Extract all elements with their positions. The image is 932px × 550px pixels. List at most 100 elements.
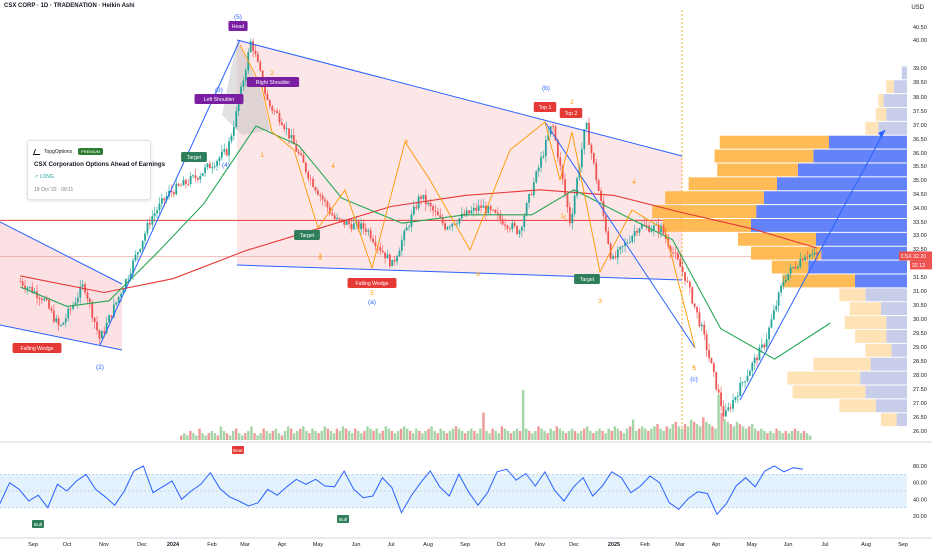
candle-up[interactable] — [165, 196, 168, 201]
candle-down[interactable] — [393, 259, 396, 262]
candle-up[interactable] — [532, 182, 535, 196]
candle-down[interactable] — [552, 126, 554, 127]
candle-up[interactable] — [700, 324, 703, 327]
candle-down[interactable] — [40, 299, 43, 301]
candle-up[interactable] — [410, 214, 413, 227]
candle-up[interactable] — [451, 223, 454, 227]
candle-down[interactable] — [729, 407, 732, 409]
candle-down[interactable] — [103, 331, 106, 334]
candle-down[interactable] — [309, 178, 312, 180]
candle-down[interactable] — [499, 214, 502, 220]
candle-up[interactable] — [571, 213, 574, 224]
candle-up[interactable] — [537, 167, 540, 172]
candle-down[interactable] — [292, 135, 295, 145]
candle-down[interactable] — [302, 155, 305, 163]
candle-up[interactable] — [151, 216, 154, 225]
candle-up[interactable] — [192, 175, 194, 177]
candle-down[interactable] — [379, 247, 382, 251]
candle-up[interactable] — [544, 140, 547, 156]
candle-down[interactable] — [304, 162, 307, 172]
candle-up[interactable] — [621, 245, 624, 247]
candle-down[interactable] — [364, 228, 367, 232]
candle-up[interactable] — [427, 202, 430, 205]
candle-down[interactable] — [705, 334, 708, 351]
trend-line-1[interactable] — [0, 221, 123, 285]
candle-down[interactable] — [326, 201, 329, 208]
ma-fast-line[interactable] — [20, 125, 831, 360]
candle-up[interactable] — [62, 322, 65, 325]
candle-down[interactable] — [717, 389, 720, 393]
candle-up[interactable] — [249, 41, 252, 53]
candle-up[interactable] — [638, 228, 641, 233]
candle-up[interactable] — [182, 179, 185, 186]
candle-up[interactable] — [446, 227, 449, 230]
candle-up[interactable] — [175, 183, 178, 195]
elliott-wave-path[interactable] — [239, 44, 696, 349]
candle-up[interactable] — [542, 155, 545, 158]
candle-up[interactable] — [789, 267, 792, 274]
candle-up[interactable] — [777, 292, 780, 306]
candle-down[interactable] — [48, 299, 50, 309]
candle-up[interactable] — [136, 252, 139, 255]
candle-down[interactable] — [504, 224, 506, 226]
pattern-label-box[interactable] — [574, 274, 600, 284]
candle-up[interactable] — [628, 241, 631, 243]
candle-down[interactable] — [328, 207, 331, 214]
candle-up[interactable] — [213, 166, 216, 168]
candle-up[interactable] — [540, 157, 542, 168]
candle-down[interactable] — [324, 199, 326, 202]
candle-down[interactable] — [657, 224, 660, 233]
candle-up[interactable] — [204, 167, 206, 174]
candle-down[interactable] — [561, 165, 564, 180]
candle-down[interactable] — [508, 228, 511, 230]
candle-down[interactable] — [763, 344, 766, 348]
candle-down[interactable] — [45, 298, 48, 300]
candle-up[interactable] — [736, 395, 739, 398]
candle-up[interactable] — [129, 273, 132, 279]
idea-publisher[interactable]: TopgOptions PREMIUM — [32, 148, 103, 155]
candle-up[interactable] — [220, 151, 223, 158]
trend-line-7[interactable] — [739, 129, 886, 401]
rsi-signal-box[interactable] — [232, 446, 244, 454]
candle-up[interactable] — [753, 357, 756, 364]
candle-up[interactable] — [120, 293, 122, 297]
candle-down[interactable] — [273, 110, 276, 112]
candle-down[interactable] — [338, 218, 341, 220]
candle-up[interactable] — [28, 286, 31, 288]
rsi-line[interactable] — [0, 465, 804, 516]
candle-down[interactable] — [480, 205, 482, 208]
candle-down[interactable] — [674, 252, 677, 254]
candle-up[interactable] — [81, 284, 84, 287]
candle-up[interactable] — [770, 319, 773, 328]
candle-down[interactable] — [225, 149, 228, 156]
idea-card[interactable]: TopgOptions PREMIUM CSX Corporation Opti… — [27, 140, 165, 200]
candle-down[interactable] — [316, 190, 319, 195]
candle-up[interactable] — [345, 221, 348, 225]
candle-down[interactable] — [715, 371, 718, 390]
candle-down[interactable] — [756, 357, 758, 361]
candle-down[interactable] — [348, 221, 350, 225]
candle-up[interactable] — [583, 129, 586, 150]
candle-up[interactable] — [772, 310, 775, 320]
candle-up[interactable] — [285, 128, 288, 130]
candle-down[interactable] — [722, 406, 725, 417]
candle-down[interactable] — [278, 112, 281, 123]
candle-up[interactable] — [813, 252, 816, 255]
candle-down[interactable] — [595, 162, 598, 181]
candle-up[interactable] — [792, 267, 794, 268]
candle-up[interactable] — [235, 111, 238, 128]
candle-up[interactable] — [105, 322, 108, 334]
candle-up[interactable] — [223, 149, 226, 152]
candle-down[interactable] — [698, 312, 701, 327]
candle-down[interactable] — [93, 317, 96, 322]
candle-up[interactable] — [758, 347, 761, 361]
candle-up[interactable] — [33, 291, 36, 293]
candle-up[interactable] — [626, 242, 629, 244]
candle-down[interactable] — [415, 206, 418, 209]
candle-up[interactable] — [650, 229, 653, 232]
candle-up[interactable] — [799, 259, 802, 267]
candle-up[interactable] — [230, 135, 233, 142]
candle-up[interactable] — [576, 178, 578, 196]
candle-down[interactable] — [331, 213, 334, 216]
candle-down[interactable] — [319, 194, 322, 196]
